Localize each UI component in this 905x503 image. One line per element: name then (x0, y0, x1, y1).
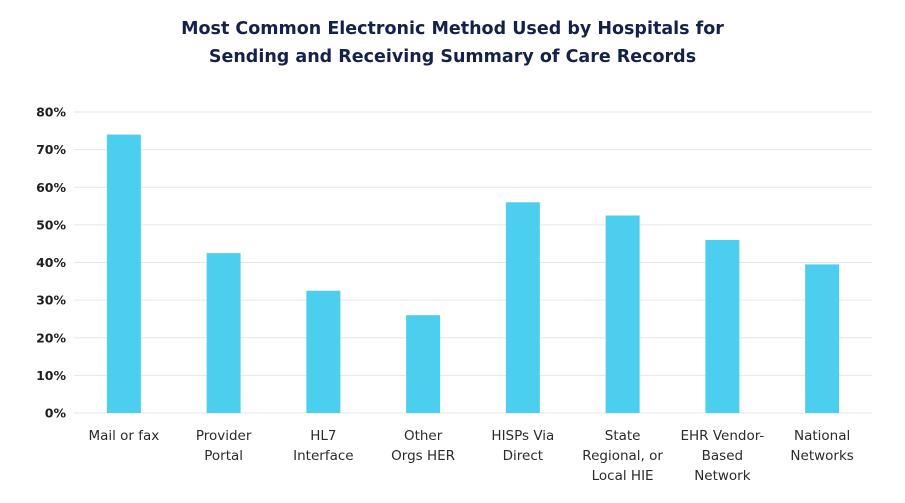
x-tick-label: Mail or fax (88, 428, 159, 444)
y-tick-label: 10% (36, 368, 66, 383)
bar (805, 264, 840, 413)
x-tick-label: Local HIE (592, 468, 654, 484)
bar (206, 253, 241, 413)
x-tick-label: HL7 (310, 428, 336, 444)
y-tick-label: 50% (36, 217, 66, 232)
bar (705, 239, 740, 413)
x-tick-label: Interface (293, 448, 353, 464)
x-tick-label: Orgs HER (391, 448, 455, 464)
bar (505, 202, 540, 413)
bar (106, 134, 141, 413)
x-tick-label: EHR Vendor- (680, 428, 764, 444)
x-tick-label: Networks (790, 448, 853, 464)
bar (406, 315, 441, 413)
y-tick-label: 20% (36, 330, 66, 345)
x-tick-label: Portal (204, 448, 243, 464)
y-tick-label: 60% (36, 180, 66, 195)
bar (605, 215, 640, 413)
x-tick-label: HISPs Via (491, 428, 554, 444)
x-tick-label: Regional, or (582, 448, 663, 464)
x-tick-label: Other (404, 428, 443, 444)
y-tick-label: 30% (36, 293, 66, 308)
x-tick-label: State (605, 428, 641, 444)
y-tick-label: 40% (36, 255, 66, 270)
y-tick-label: 80% (36, 105, 66, 120)
bar (306, 290, 341, 413)
chart-title-line-2: Sending and Receiving Summary of Care Re… (208, 47, 697, 67)
y-tick-label: 0% (45, 406, 67, 421)
x-tick-label: Based (702, 448, 743, 464)
x-tick-label: Direct (503, 448, 543, 464)
chart-title: Most Common Electronic Method Used by Ho… (0, 15, 905, 71)
chart-title-line-1: Most Common Electronic Method Used by Ho… (181, 19, 724, 39)
y-tick-label: 70% (36, 142, 66, 157)
x-tick-label: Network (694, 468, 751, 484)
x-tick-label: Provider (196, 428, 252, 444)
x-tick-label: National (794, 428, 850, 444)
